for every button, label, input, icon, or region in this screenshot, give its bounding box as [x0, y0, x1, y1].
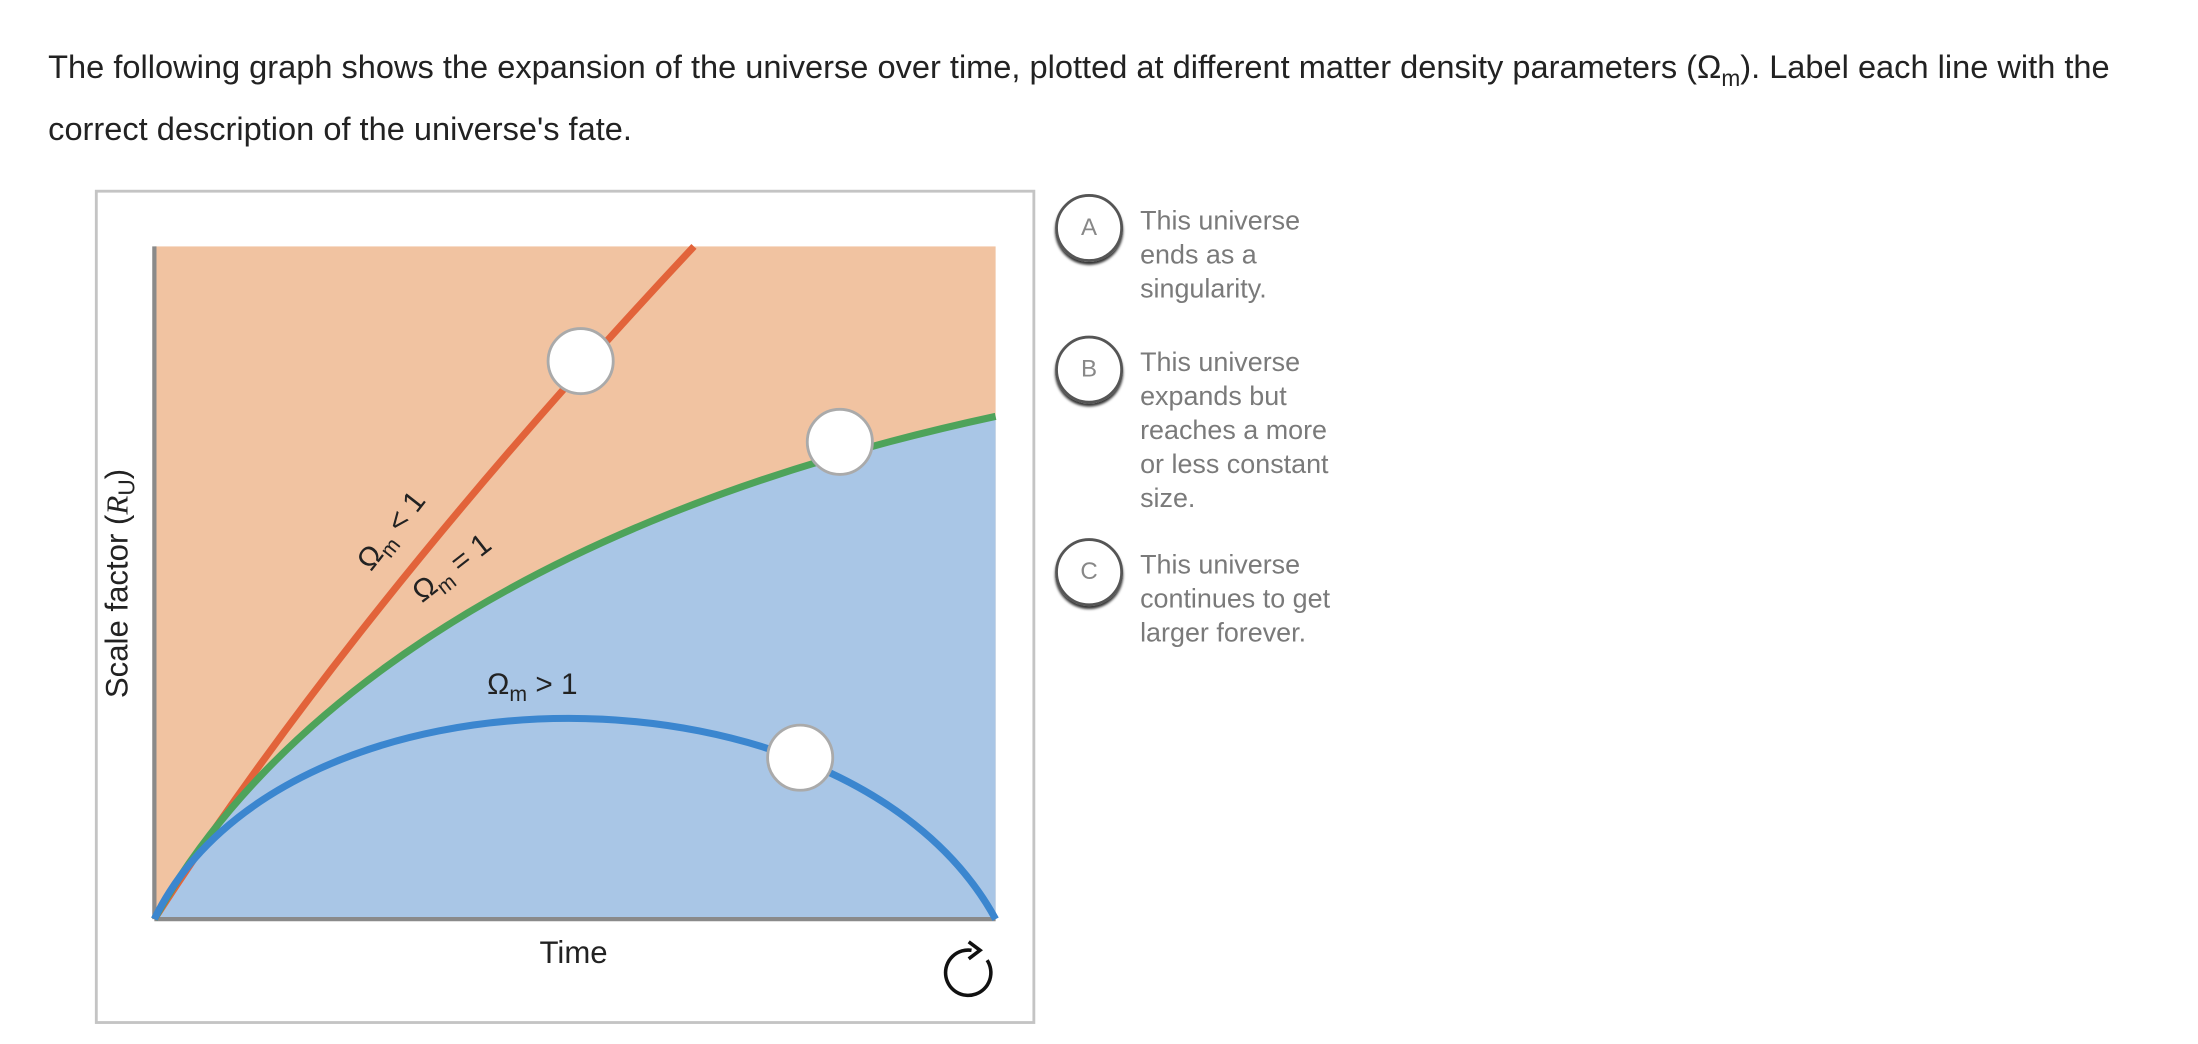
drop-target[interactable]: [766, 723, 835, 792]
option-letter: A: [1055, 194, 1124, 263]
reset-button[interactable]: [943, 940, 993, 998]
region-closed: [154, 416, 996, 920]
option-text: This universe expands but reaches a more…: [1140, 348, 1329, 515]
curve-closed: [151, 715, 999, 921]
curve-flat: [151, 412, 997, 921]
label-text: ): [99, 469, 134, 479]
subscript: m: [509, 682, 527, 706]
drop-target[interactable]: [546, 327, 615, 396]
question-text: ). Label each line with the correct desc…: [48, 48, 2110, 147]
option-letter: C: [1055, 538, 1124, 607]
label-text: Scale factor (: [99, 514, 134, 698]
relation: > 1: [527, 668, 577, 701]
symbol: Ω: [487, 668, 509, 701]
y-axis-label: Scale factor (RU): [99, 469, 139, 698]
subscript: m: [1721, 67, 1741, 92]
question-text: The following graph shows the expansion …: [48, 48, 1722, 85]
option-text: This universe continues to get larger fo…: [1140, 550, 1331, 649]
option-letter: B: [1055, 335, 1124, 404]
curve-label: Ωm > 1: [487, 668, 577, 706]
question: The following graph shows the expansion …: [48, 42, 2187, 153]
subscript: U: [114, 479, 140, 495]
x-axis-label: Time: [540, 935, 608, 970]
variable: R: [99, 496, 134, 516]
drop-target[interactable]: [805, 407, 874, 476]
option-text: This universe ends as a singularity.: [1140, 206, 1301, 305]
